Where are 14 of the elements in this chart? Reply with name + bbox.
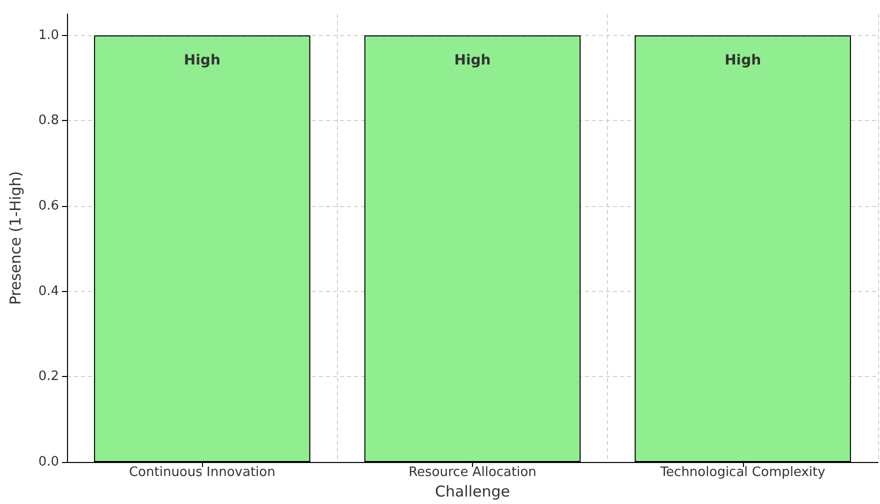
y-axis-title: Presence (1-High) — [6, 171, 24, 305]
data-label: High — [724, 52, 762, 68]
y-tick-label: 0.0 — [38, 454, 59, 470]
y-tick-label: 0.2 — [38, 369, 59, 384]
y-tick-label: 1.0 — [38, 28, 59, 43]
y-tick-label: 0.4 — [38, 284, 59, 299]
y-tick-label: 0.6 — [38, 198, 59, 214]
y-tick-label: 0.8 — [38, 113, 59, 128]
data-label: High — [454, 52, 491, 68]
x-tick-label: Technological Complexity — [659, 465, 826, 480]
x-tick-label: Continuous Innovation — [128, 465, 276, 480]
x-tick-label: Resource Allocation — [408, 465, 536, 480]
x-axis-title: Challenge — [435, 482, 510, 500]
data-label: High — [184, 52, 220, 68]
